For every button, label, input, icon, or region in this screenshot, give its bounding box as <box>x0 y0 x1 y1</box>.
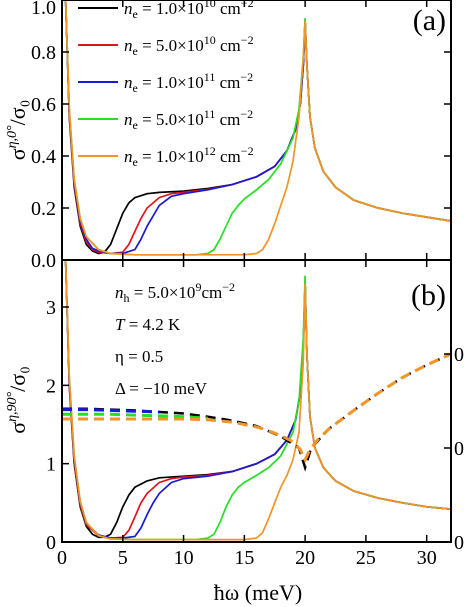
ylabel-b-base: σ <box>5 422 30 434</box>
y-tick-label-a: 0.4 <box>31 146 56 168</box>
dashed-series-b-2 <box>62 412 208 420</box>
panel-b-frame <box>61 259 452 543</box>
series-a-0 <box>63 0 451 255</box>
ylabel-a-base: σ <box>5 148 30 160</box>
panel-b-series <box>62 260 451 541</box>
panel-a-ylabel: ση,0°/σ₀ <box>5 100 30 161</box>
y-tick-label-a: 1.0 <box>31 0 56 19</box>
panel-a-ticks: 0.0 0.2 0.4 0.6 0.8 1.0 <box>31 0 451 272</box>
panel-b-ylabel: ση,90°/σ₀ <box>5 366 30 434</box>
legend-entry: ne = 5.0×1010 cm−2 <box>124 33 254 58</box>
x-tick-label: 10 <box>174 547 194 569</box>
legend-entry: ne = 1.0×1011 cm−2 <box>124 70 253 95</box>
dashed-series-b-1 <box>62 408 160 414</box>
parameter-line: T = 4.2 K <box>115 315 181 334</box>
right-tick-label-b: 0 <box>454 344 464 366</box>
legend: ne = 1.0×1010 cm−2 ne = 5.0×1010 cm−2 ne =… <box>78 0 254 169</box>
x-tick-label: 15 <box>234 547 254 569</box>
series-b-4 <box>63 260 451 541</box>
y-tick-label-a: 0.2 <box>31 198 56 220</box>
y-tick-label-b: 1 <box>46 454 56 476</box>
y-tick-label-b: 0 <box>46 532 56 554</box>
y-tick-label-b: 2 <box>46 375 56 397</box>
y-tick-label-a: 0.8 <box>31 42 56 64</box>
svg-text:ση,0°/σ₀: ση,0°/σ₀ <box>5 100 30 161</box>
panel-b-label: (b) <box>411 279 446 312</box>
ylabel-b-den: /σ₀ <box>5 366 30 392</box>
ylabel-a-sup: η,0° <box>5 125 20 148</box>
x-tick-label: 20 <box>295 547 315 569</box>
svg-text:ση,90°/σ₀: ση,90°/σ₀ <box>5 366 30 434</box>
dashed-series-b-0 <box>62 352 451 472</box>
parameter-line: nh = 5.0×109cm−2 <box>115 280 235 305</box>
panel-a-label: (a) <box>413 4 446 37</box>
right-tick-label-b: 0 <box>454 438 464 460</box>
legend-entry: ne = 1.0×1012 cm−2 <box>124 144 254 169</box>
x-tick-label: 0 <box>57 547 67 569</box>
x-tick-label: 5 <box>118 547 128 569</box>
dashed-series-b-3 <box>62 352 451 464</box>
x-axis-title: ħω (meV) <box>214 580 302 605</box>
series-a-4 <box>63 0 451 256</box>
parameter-block: nh = 5.0×109cm−2 T = 4.2 K η = 0.5 Δ = −10 … <box>115 280 235 398</box>
parameter-line: Δ = −10 meV <box>115 379 208 398</box>
parameter-line: η = 0.5 <box>115 347 163 366</box>
panel-a-series <box>63 0 451 256</box>
x-tick-label: 30 <box>417 547 437 569</box>
y-tick-label-b: 3 <box>46 297 56 319</box>
panel-a: 0.0 0.2 0.4 0.6 0.8 1.0 ση,0°/σ₀ (a) ne = 1.0… <box>5 0 452 272</box>
right-tick-label-b: 0 <box>454 532 464 554</box>
y-tick-label-a: 0.0 <box>31 250 56 272</box>
legend-entry: ne = 5.0×1011 cm−2 <box>124 107 253 132</box>
legend-entry: ne = 1.0×1010 cm−2 <box>124 0 254 21</box>
ylabel-a-den: /σ₀ <box>5 100 30 126</box>
x-tick-label: 25 <box>356 547 376 569</box>
ylabel-b-sup: η,90° <box>5 391 20 421</box>
y-tick-label-a: 0.6 <box>31 94 56 116</box>
